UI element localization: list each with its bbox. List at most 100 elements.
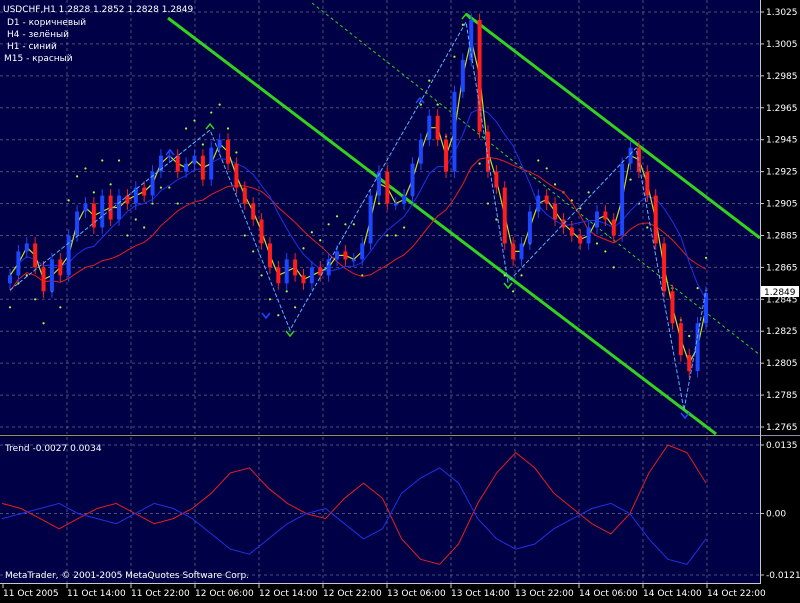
down-bar (293, 259, 298, 276)
channel-line (465, 12, 761, 240)
legend-d1: D1 - коричневый (7, 18, 86, 28)
sar-dot (688, 334, 691, 338)
up-bar (309, 267, 314, 284)
copyright-footer: MetaTrader, © 2001-2005 MetaQuotes Softw… (5, 571, 249, 581)
sar-dot (453, 55, 456, 58)
up-bar (217, 139, 222, 148)
up-bar (133, 187, 138, 204)
up-bar (335, 251, 340, 260)
price-tick-label: 1.3025 (766, 8, 798, 18)
price-tick-label: 1.2785 (766, 391, 798, 401)
sar-dot (419, 103, 422, 106)
trend-indicator-lines (1, 444, 707, 565)
sar-dot (268, 298, 272, 301)
legend-h4: H4 - зелёный (7, 30, 69, 40)
down-bar (234, 163, 239, 188)
sar-dot (184, 127, 188, 130)
up-bar (594, 211, 599, 228)
price-tick-label: 1.2925 (766, 168, 798, 178)
time-tick-label: 13 Oct 14:00 (451, 589, 510, 599)
up-bar (427, 115, 432, 140)
sar-dot (495, 218, 498, 221)
price-tick-label: 1.2865 (766, 263, 798, 273)
down-bar (569, 227, 574, 236)
sar-dot (109, 183, 112, 186)
up-bar (75, 211, 80, 236)
up-bar (368, 195, 373, 244)
time-tick-label: 11 Oct 14:00 (67, 589, 126, 599)
price-plot-area[interactable] (0, 0, 760, 434)
up-bar (452, 91, 457, 172)
up-bar (284, 259, 289, 284)
sar-dot (67, 199, 70, 202)
time-axis[interactable]: 11 Oct 2005 11 Oct 14:00 11 Oct 22:00 12 Oc… (2, 584, 766, 599)
sar-dot (151, 202, 154, 205)
sar-dot (486, 202, 490, 205)
down-bar (125, 195, 130, 204)
sar-dot (201, 143, 204, 146)
up-bar (704, 292, 708, 324)
time-tick-label: 14 Oct 22:00 (707, 589, 766, 599)
up-bar (536, 195, 541, 212)
sar-dot (42, 322, 45, 325)
down-bar (477, 19, 482, 132)
indicator-blue-line (1, 467, 707, 565)
sar-dot (503, 274, 506, 277)
sar-dot (8, 306, 12, 309)
price-tick-label: 1.2905 (766, 200, 798, 210)
up-bar (360, 243, 365, 260)
down-bar (653, 195, 658, 244)
sar-dot (537, 159, 540, 162)
sar-dot (260, 274, 263, 277)
time-tick-label: 11 Oct 22:00 (131, 589, 190, 599)
sar-dot (327, 223, 330, 226)
down-bar (662, 243, 667, 292)
down-bar (226, 139, 231, 164)
up-bar (628, 147, 633, 164)
time-tick-label: 13 Oct 06:00 (387, 589, 446, 599)
ma-blue-line (9, 108, 707, 300)
sar-dot (604, 250, 607, 253)
down-bar (485, 131, 490, 172)
up-bar (49, 259, 54, 292)
fractal-arrow (261, 312, 271, 320)
sar-dot (595, 242, 599, 245)
sar-dot (75, 175, 79, 178)
price-bars (8, 13, 708, 378)
up-bar (402, 195, 407, 204)
up-bar (586, 227, 591, 244)
sar-dot (176, 202, 179, 205)
sar-dot (210, 111, 213, 114)
down-bar (58, 259, 63, 276)
current-price-label: 1.2849 (764, 288, 796, 298)
up-bar (695, 323, 700, 372)
sar-dot (25, 274, 28, 277)
sar-dot (344, 223, 347, 226)
up-bar (620, 163, 625, 236)
down-bar (636, 147, 641, 172)
sar-dot (478, 162, 481, 165)
price-tick-label: 1.2885 (766, 231, 798, 241)
down-bar (645, 171, 650, 196)
sar-dot (587, 191, 590, 194)
down-bar (603, 211, 608, 220)
up-bar (16, 251, 21, 276)
sar-dot (570, 199, 573, 202)
sar-dot (352, 223, 355, 226)
indicator-red-line (1, 444, 707, 565)
sar-dot (59, 306, 62, 309)
channel-midline (311, 2, 761, 356)
up-bar (24, 243, 29, 252)
sar-dot (553, 183, 557, 186)
up-bar (209, 147, 214, 180)
sar-dot (101, 159, 104, 162)
sar-dot (646, 226, 649, 229)
indicator-plot-area[interactable] (0, 437, 760, 583)
sar-dot (92, 191, 95, 194)
price-axis[interactable]: 1.3025 1.3005 1.2985 1.2965 1.2945 1.2925 1.29… (760, 8, 798, 433)
up-bar (527, 211, 532, 244)
price-tick-label: 1.2985 (766, 72, 798, 82)
down-bar (41, 267, 46, 292)
fractal-arrow (285, 330, 295, 338)
